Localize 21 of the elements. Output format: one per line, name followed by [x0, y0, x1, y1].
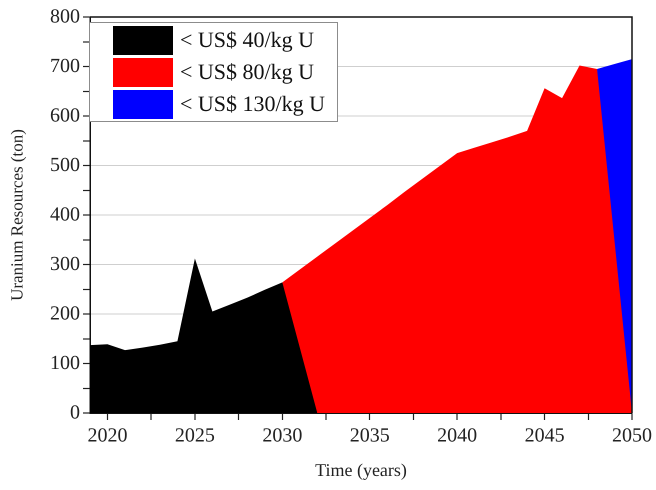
y-tick-label: 500: [50, 154, 80, 176]
x-axis-title: Time (years): [315, 460, 407, 480]
x-tick-label: 2030: [262, 424, 302, 446]
y-axis-title: Uranium Resources (ton): [8, 129, 27, 301]
x-tick-label: 2020: [87, 424, 128, 446]
y-tick-label: 400: [50, 203, 80, 226]
x-tick-label: 2045: [524, 424, 565, 446]
y-tick-label: 100: [50, 352, 80, 374]
y-tick-label: 300: [50, 252, 80, 275]
legend-label: < US$ 80/kg U: [180, 59, 314, 85]
x-tick-label: 2025: [174, 424, 215, 446]
legend-label: < US$ 130/kg U: [180, 91, 326, 117]
x-tick-label: 2040: [437, 424, 478, 446]
x-tick-label: 2035: [350, 424, 390, 446]
y-tick-label: 700: [50, 54, 80, 77]
x-tick-label: 2050: [612, 424, 652, 446]
legend-label: < US$ 40/kg U: [180, 27, 314, 53]
y-tick-label: 200: [50, 302, 80, 324]
y-tick-label: 0: [70, 401, 80, 424]
y-tick-label: 600: [50, 104, 80, 126]
y-tick-label: 800: [50, 5, 80, 28]
